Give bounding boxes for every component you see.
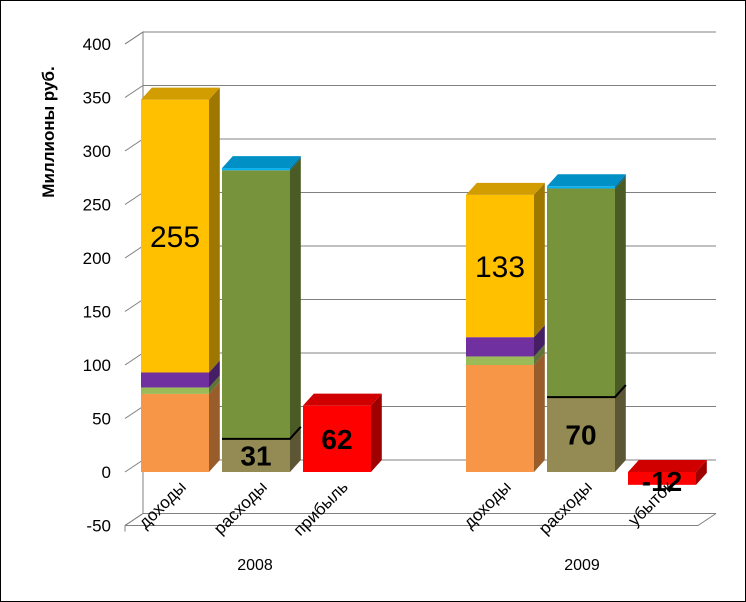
bar-top <box>222 156 301 169</box>
bar-segment <box>547 186 615 189</box>
bar-segment <box>222 168 290 171</box>
y-tick-label: 100 <box>83 356 111 375</box>
bar-segment <box>466 337 534 357</box>
bar-data-label: -12 <box>642 466 682 497</box>
category-label: прибыль <box>290 477 352 539</box>
bar-top <box>141 87 220 100</box>
group-label: 2008 <box>237 557 273 574</box>
bar-segment-side <box>209 87 220 373</box>
y-tick-label: 350 <box>83 89 111 108</box>
bar-data-label: 255 <box>150 221 200 254</box>
segment-divider <box>222 426 302 440</box>
y-tick-label: 250 <box>83 196 111 215</box>
bar-segment <box>141 372 209 388</box>
y-tick-label: 0 <box>102 463 111 482</box>
bar-segment <box>222 170 290 439</box>
y-tick-label: 400 <box>83 35 111 54</box>
bar-data-label: 70 <box>565 420 596 451</box>
gridline <box>124 513 716 526</box>
bar-top <box>466 182 545 195</box>
gridline <box>124 31 716 45</box>
bar-segment-side <box>290 426 301 472</box>
bar-segment <box>141 387 209 394</box>
y-tick-label: 50 <box>92 410 111 429</box>
gridline <box>124 85 716 98</box>
floor-edge <box>125 513 717 526</box>
bar-segment <box>141 393 209 472</box>
category-label: расходы <box>535 477 596 538</box>
y-tick-label: 200 <box>83 249 111 268</box>
bar-segment <box>466 356 534 365</box>
bar-segment <box>466 194 534 338</box>
category-label: доходы <box>460 477 515 532</box>
bar-segment-side <box>696 460 707 485</box>
bar-segment-side <box>534 325 545 357</box>
bar-segment-side <box>615 174 626 189</box>
bar-segment-side <box>534 353 545 472</box>
bar-segment-side <box>615 385 626 472</box>
bar-data-label: 62 <box>321 424 352 455</box>
y-tick-label: 300 <box>83 142 111 161</box>
bar-data-label: 133 <box>475 251 525 284</box>
y-tick-label: -50 <box>86 517 111 536</box>
y-axis-label: Миллионы руб. <box>39 66 58 197</box>
bar-segment-side <box>209 375 220 394</box>
bar-segment-side <box>371 393 382 472</box>
category-label: расходы <box>210 477 271 538</box>
bar-segment-side <box>615 176 626 398</box>
bar-segment-side <box>534 344 545 365</box>
segment-divider <box>547 384 627 399</box>
bar-top <box>303 393 382 406</box>
bar-top <box>628 460 707 472</box>
bar-segment-side <box>209 360 220 388</box>
bar-segment <box>466 365 534 472</box>
bar-segment <box>141 99 209 373</box>
side-wall <box>124 31 144 526</box>
bar-segment <box>547 397 615 472</box>
bar-segment <box>547 188 615 398</box>
bar-data-label: 31 <box>240 440 271 471</box>
bar-segment-side <box>209 381 220 472</box>
bar-segment <box>303 405 371 472</box>
bar-segment-side <box>290 158 301 439</box>
bar-segment <box>222 438 290 472</box>
bar-top <box>547 174 626 187</box>
bar-segment-side <box>534 182 545 338</box>
y-tick-label: 150 <box>83 303 111 322</box>
group-label: 2009 <box>564 557 600 574</box>
bar-segment-side <box>290 156 301 171</box>
bar-segment <box>628 472 696 485</box>
